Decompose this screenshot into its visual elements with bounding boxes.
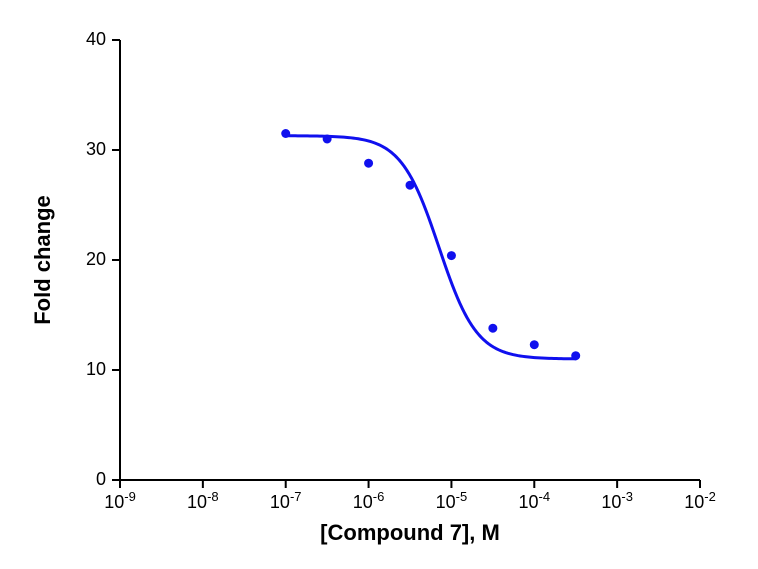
data-point [488,324,497,333]
y-tick-label: 10 [86,359,106,379]
y-tick-label: 20 [86,249,106,269]
x-tick-label: 10-6 [353,489,385,513]
data-point [323,135,332,144]
x-tick-label: 10-7 [270,489,302,513]
dose-response-chart: 0 10 20 30 40 10-9 10-8 10-7 10-6 10-5 10-4 10-3 10-… [0,0,758,569]
x-tick-label: 10-3 [601,489,633,513]
y-tick-label: 30 [86,139,106,159]
data-point [406,181,415,190]
fit-curve [286,136,576,359]
x-tick-label: 10-2 [684,489,716,513]
x-tick-label: 10-5 [436,489,468,513]
x-tick-label: 10-4 [518,489,550,513]
x-axis-title: [Compound 7], M [320,520,500,545]
data-point [364,159,373,168]
data-point [281,129,290,138]
chart-svg: 0 10 20 30 40 10-9 10-8 10-7 10-6 10-5 10-4 10-3 10-… [0,0,758,569]
y-axis-title: Fold change [30,195,55,325]
y-tick-label: 0 [96,469,106,489]
data-point [571,351,580,360]
x-tick-label: 10-8 [187,489,219,513]
x-tick-label: 10-9 [104,489,136,513]
data-point [530,340,539,349]
y-tick-label: 40 [86,29,106,49]
data-point [447,251,456,260]
